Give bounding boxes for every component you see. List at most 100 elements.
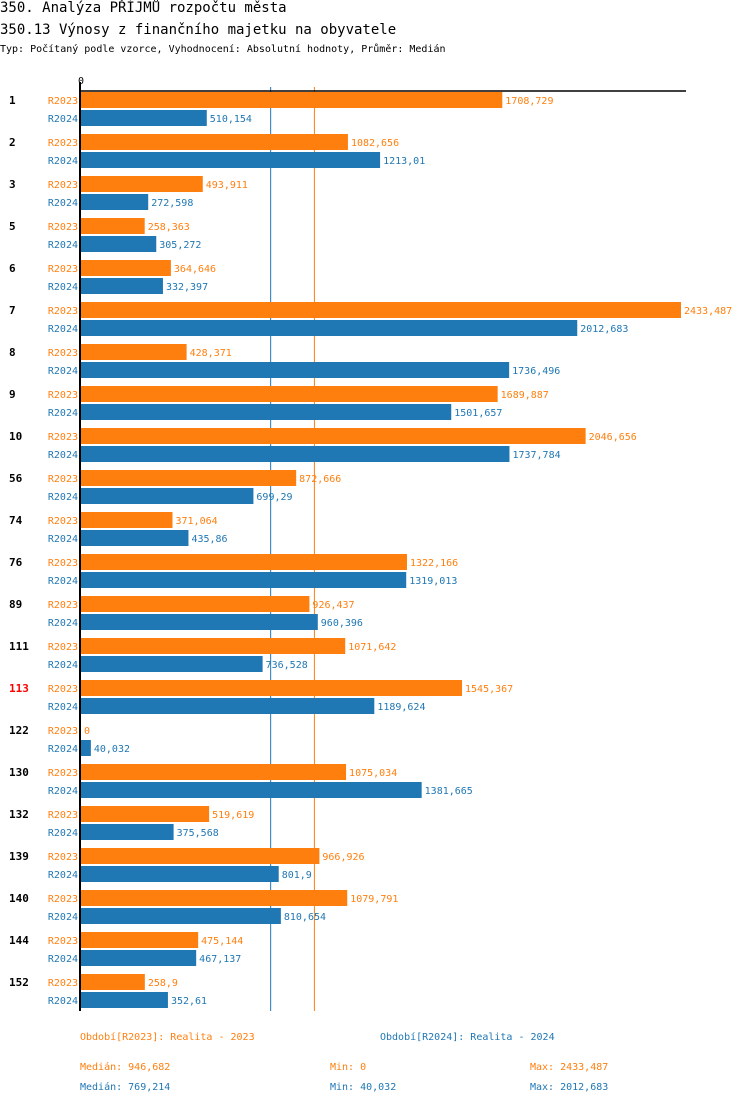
data-label: 2046,656 <box>589 432 637 443</box>
series-label: R2024 <box>48 240 78 251</box>
series-label: R2024 <box>48 618 78 629</box>
series-label: R2023 <box>48 684 78 695</box>
data-label: 736,528 <box>266 660 308 671</box>
bar-r2024 <box>81 992 168 1008</box>
bar-r2024 <box>81 404 452 420</box>
series-label: R2023 <box>48 180 78 191</box>
bar-r2024 <box>81 572 407 588</box>
category-label: 74 <box>9 514 23 527</box>
data-label: 1689,887 <box>501 390 549 401</box>
data-label: 510,154 <box>210 114 252 125</box>
series-label: R2023 <box>48 558 78 569</box>
category-label: 6 <box>9 262 16 275</box>
bar-r2023 <box>81 974 145 990</box>
stat-median-r2023: Medián: 946,682 <box>80 1062 171 1073</box>
data-label: 1737,784 <box>512 450 560 461</box>
series-label: R2023 <box>48 642 78 653</box>
series-label: R2024 <box>48 702 78 713</box>
category-label: 113 <box>9 682 29 695</box>
bar-r2024 <box>81 278 163 294</box>
series-label: R2023 <box>48 432 78 443</box>
bar-r2023 <box>81 512 173 528</box>
bar-r2023 <box>81 890 348 906</box>
bar-r2024 <box>81 194 149 210</box>
series-label: R2024 <box>48 492 78 503</box>
category-label: 144 <box>9 934 29 947</box>
series-label: R2024 <box>48 912 78 923</box>
data-label: 352,61 <box>171 996 207 1007</box>
series-label: R2023 <box>48 726 78 737</box>
category-label: 152 <box>9 976 29 989</box>
bar-r2024 <box>81 908 281 924</box>
series-label: R2023 <box>48 306 78 317</box>
bar-r2024 <box>81 950 197 966</box>
series-label: R2024 <box>48 786 78 797</box>
category-label: 89 <box>9 598 22 611</box>
bar-r2024 <box>81 740 91 756</box>
series-label: R2024 <box>48 408 78 419</box>
bar-r2023 <box>81 386 498 402</box>
data-label: 1079,791 <box>350 894 398 905</box>
category-label: 10 <box>9 430 22 443</box>
bar-r2024 <box>81 698 375 714</box>
data-label: 699,29 <box>256 492 292 503</box>
bar-r2024 <box>81 236 157 252</box>
data-label: 428,371 <box>190 348 232 359</box>
bar-r2023 <box>81 428 586 444</box>
series-label: R2024 <box>48 576 78 587</box>
series-label: R2023 <box>48 978 78 989</box>
bar-r2024 <box>81 362 510 378</box>
stat-max-r2024: Max: 2012,683 <box>530 1082 609 1093</box>
page-title: 350. Analýza PŘÍJMŮ rozpočtu města <box>0 0 287 16</box>
category-label: 122 <box>9 724 29 737</box>
bar-r2023 <box>81 134 348 150</box>
data-label: 1213,01 <box>383 156 425 167</box>
bar-r2023 <box>81 554 407 570</box>
data-label: 435,86 <box>191 534 227 545</box>
category-label: 8 <box>9 346 16 359</box>
category-label: 132 <box>9 808 29 821</box>
bar-r2024 <box>81 110 207 126</box>
data-label: 1381,665 <box>425 786 473 797</box>
series-label: R2023 <box>48 390 78 401</box>
data-label: 40,032 <box>94 744 130 755</box>
bar-r2024 <box>81 530 189 546</box>
stat-median-r2024: Medián: 769,214 <box>80 1082 171 1093</box>
data-label: 0 <box>84 726 90 737</box>
x-tick-label: 0 <box>78 76 84 87</box>
chart-info: Typ: Počítaný podle vzorce, Vyhodnocení:… <box>0 44 446 55</box>
data-label: 1075,034 <box>349 768 397 779</box>
data-label: 332,397 <box>166 282 208 293</box>
category-label: 1 <box>9 94 16 107</box>
category-label: 7 <box>9 304 16 317</box>
bar-r2023 <box>81 764 347 780</box>
series-label: R2023 <box>48 852 78 863</box>
category-label: 5 <box>9 220 16 233</box>
series-label: R2023 <box>48 474 78 485</box>
data-label: 2012,683 <box>580 324 628 335</box>
bar-r2023 <box>81 932 199 948</box>
bar-r2024 <box>81 782 422 798</box>
bar-r2024 <box>81 866 279 882</box>
category-label: 140 <box>9 892 29 905</box>
data-label: 475,144 <box>201 936 243 947</box>
data-label: 258,9 <box>148 978 178 989</box>
legend-item-r2024: Období[R2024]: Realita - 2024 <box>380 1032 555 1043</box>
bar-r2024 <box>81 152 381 168</box>
data-label: 960,396 <box>321 618 363 629</box>
data-label: 872,666 <box>299 474 341 485</box>
bar-r2023 <box>81 638 346 654</box>
series-label: R2023 <box>48 810 78 821</box>
data-label: 2433,487 <box>684 306 732 317</box>
data-label: 1545,367 <box>465 684 513 695</box>
series-label: R2024 <box>48 366 78 377</box>
data-label: 1319,013 <box>409 576 457 587</box>
bar-r2024 <box>81 446 510 462</box>
series-label: R2024 <box>48 828 78 839</box>
series-label: R2023 <box>48 96 78 107</box>
bar-r2023 <box>81 260 171 276</box>
bar-r2024 <box>81 320 578 336</box>
data-label: 1322,166 <box>410 558 458 569</box>
stat-min-r2024: Min: 40,032 <box>330 1082 397 1093</box>
data-label: 926,437 <box>312 600 354 611</box>
